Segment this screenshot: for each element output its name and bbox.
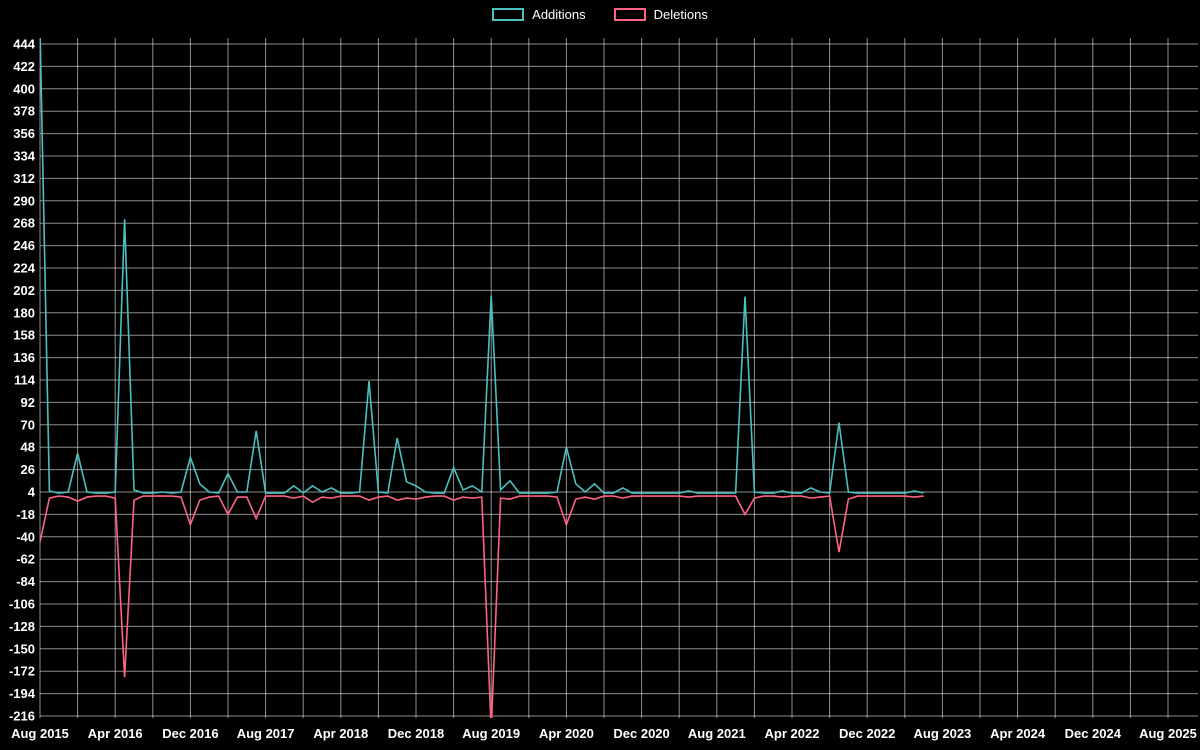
- y-tick-label: 422: [13, 59, 35, 74]
- x-tick-label: Apr 2020: [539, 726, 594, 741]
- legend-label-deletions: Deletions: [653, 7, 708, 22]
- additions-swatch: [492, 8, 525, 21]
- y-tick-label: -150: [9, 641, 35, 656]
- y-tick-label: -172: [9, 664, 35, 679]
- x-tick-label: Dec 2020: [613, 726, 669, 741]
- x-tick-label: Dec 2016: [162, 726, 218, 741]
- x-tick-label: Apr 2024: [990, 726, 1046, 741]
- y-tick-label: 378: [13, 104, 35, 119]
- y-tick-label: 246: [13, 238, 35, 253]
- deletions-swatch: [613, 8, 646, 21]
- y-tick-label: 202: [13, 283, 35, 298]
- y-tick-label: -216: [9, 709, 35, 724]
- x-tick-label: Aug 2015: [11, 726, 69, 741]
- y-tick-label: -194: [9, 686, 36, 701]
- additions-line: [40, 38, 924, 495]
- y-tick-label: 92: [21, 395, 35, 410]
- x-tick-label: Apr 2016: [88, 726, 143, 741]
- y-tick-label: -106: [9, 597, 35, 612]
- y-tick-label: -40: [16, 529, 35, 544]
- y-tick-label: 400: [13, 81, 35, 96]
- y-tick-label: 268: [13, 216, 35, 231]
- y-tick-label: 334: [13, 149, 35, 164]
- y-tick-label: -128: [9, 619, 35, 634]
- x-axis-labels: Aug 2015 Apr 2016 Dec 2016 Aug 2017 Apr 2018…: [11, 726, 1197, 741]
- y-axis-labels: 444 422 400 378 356 334 312 290 268 246 224 202 180 1…: [9, 37, 36, 724]
- x-tick-label: Aug 2019: [462, 726, 520, 741]
- x-tick-label: Apr 2018: [313, 726, 368, 741]
- x-tick-label: Aug 2017: [237, 726, 295, 741]
- y-tick-label: 26: [21, 462, 35, 477]
- legend-item-additions[interactable]: Additions: [492, 7, 586, 22]
- y-tick-label: 158: [13, 328, 35, 343]
- y-tick-label: 356: [13, 126, 35, 141]
- grid-lines: [39, 38, 1198, 718]
- y-tick-label: 444: [13, 37, 35, 52]
- chart-legend: Additions Deletions: [0, 7, 1200, 22]
- y-tick-label: 4: [28, 485, 36, 500]
- y-tick-label: 136: [13, 350, 35, 365]
- y-tick-label: 312: [13, 171, 35, 186]
- deletions-line: [40, 495, 924, 718]
- x-tick-label: Dec 2024: [1065, 726, 1122, 741]
- y-tick-label: -18: [16, 507, 35, 522]
- y-tick-label: 48: [21, 440, 35, 455]
- y-tick-label: 180: [13, 305, 35, 320]
- y-tick-label: 290: [13, 193, 35, 208]
- x-tick-label: Apr 2022: [765, 726, 820, 741]
- y-tick-label: -84: [16, 574, 36, 589]
- x-tick-label: Dec 2022: [839, 726, 895, 741]
- x-tick-label: Dec 2018: [388, 726, 444, 741]
- y-tick-label: -62: [16, 552, 35, 567]
- x-tick-label: Aug 2023: [913, 726, 971, 741]
- y-tick-label: 114: [14, 373, 36, 388]
- y-tick-label: 70: [21, 417, 35, 432]
- legend-label-additions: Additions: [532, 7, 586, 22]
- series-lines: [40, 38, 924, 718]
- y-tick-label: 224: [13, 261, 35, 276]
- legend-item-deletions[interactable]: Deletions: [613, 7, 708, 22]
- x-tick-label: Aug 2021: [688, 726, 746, 741]
- x-tick-label: Aug 2025: [1139, 726, 1197, 741]
